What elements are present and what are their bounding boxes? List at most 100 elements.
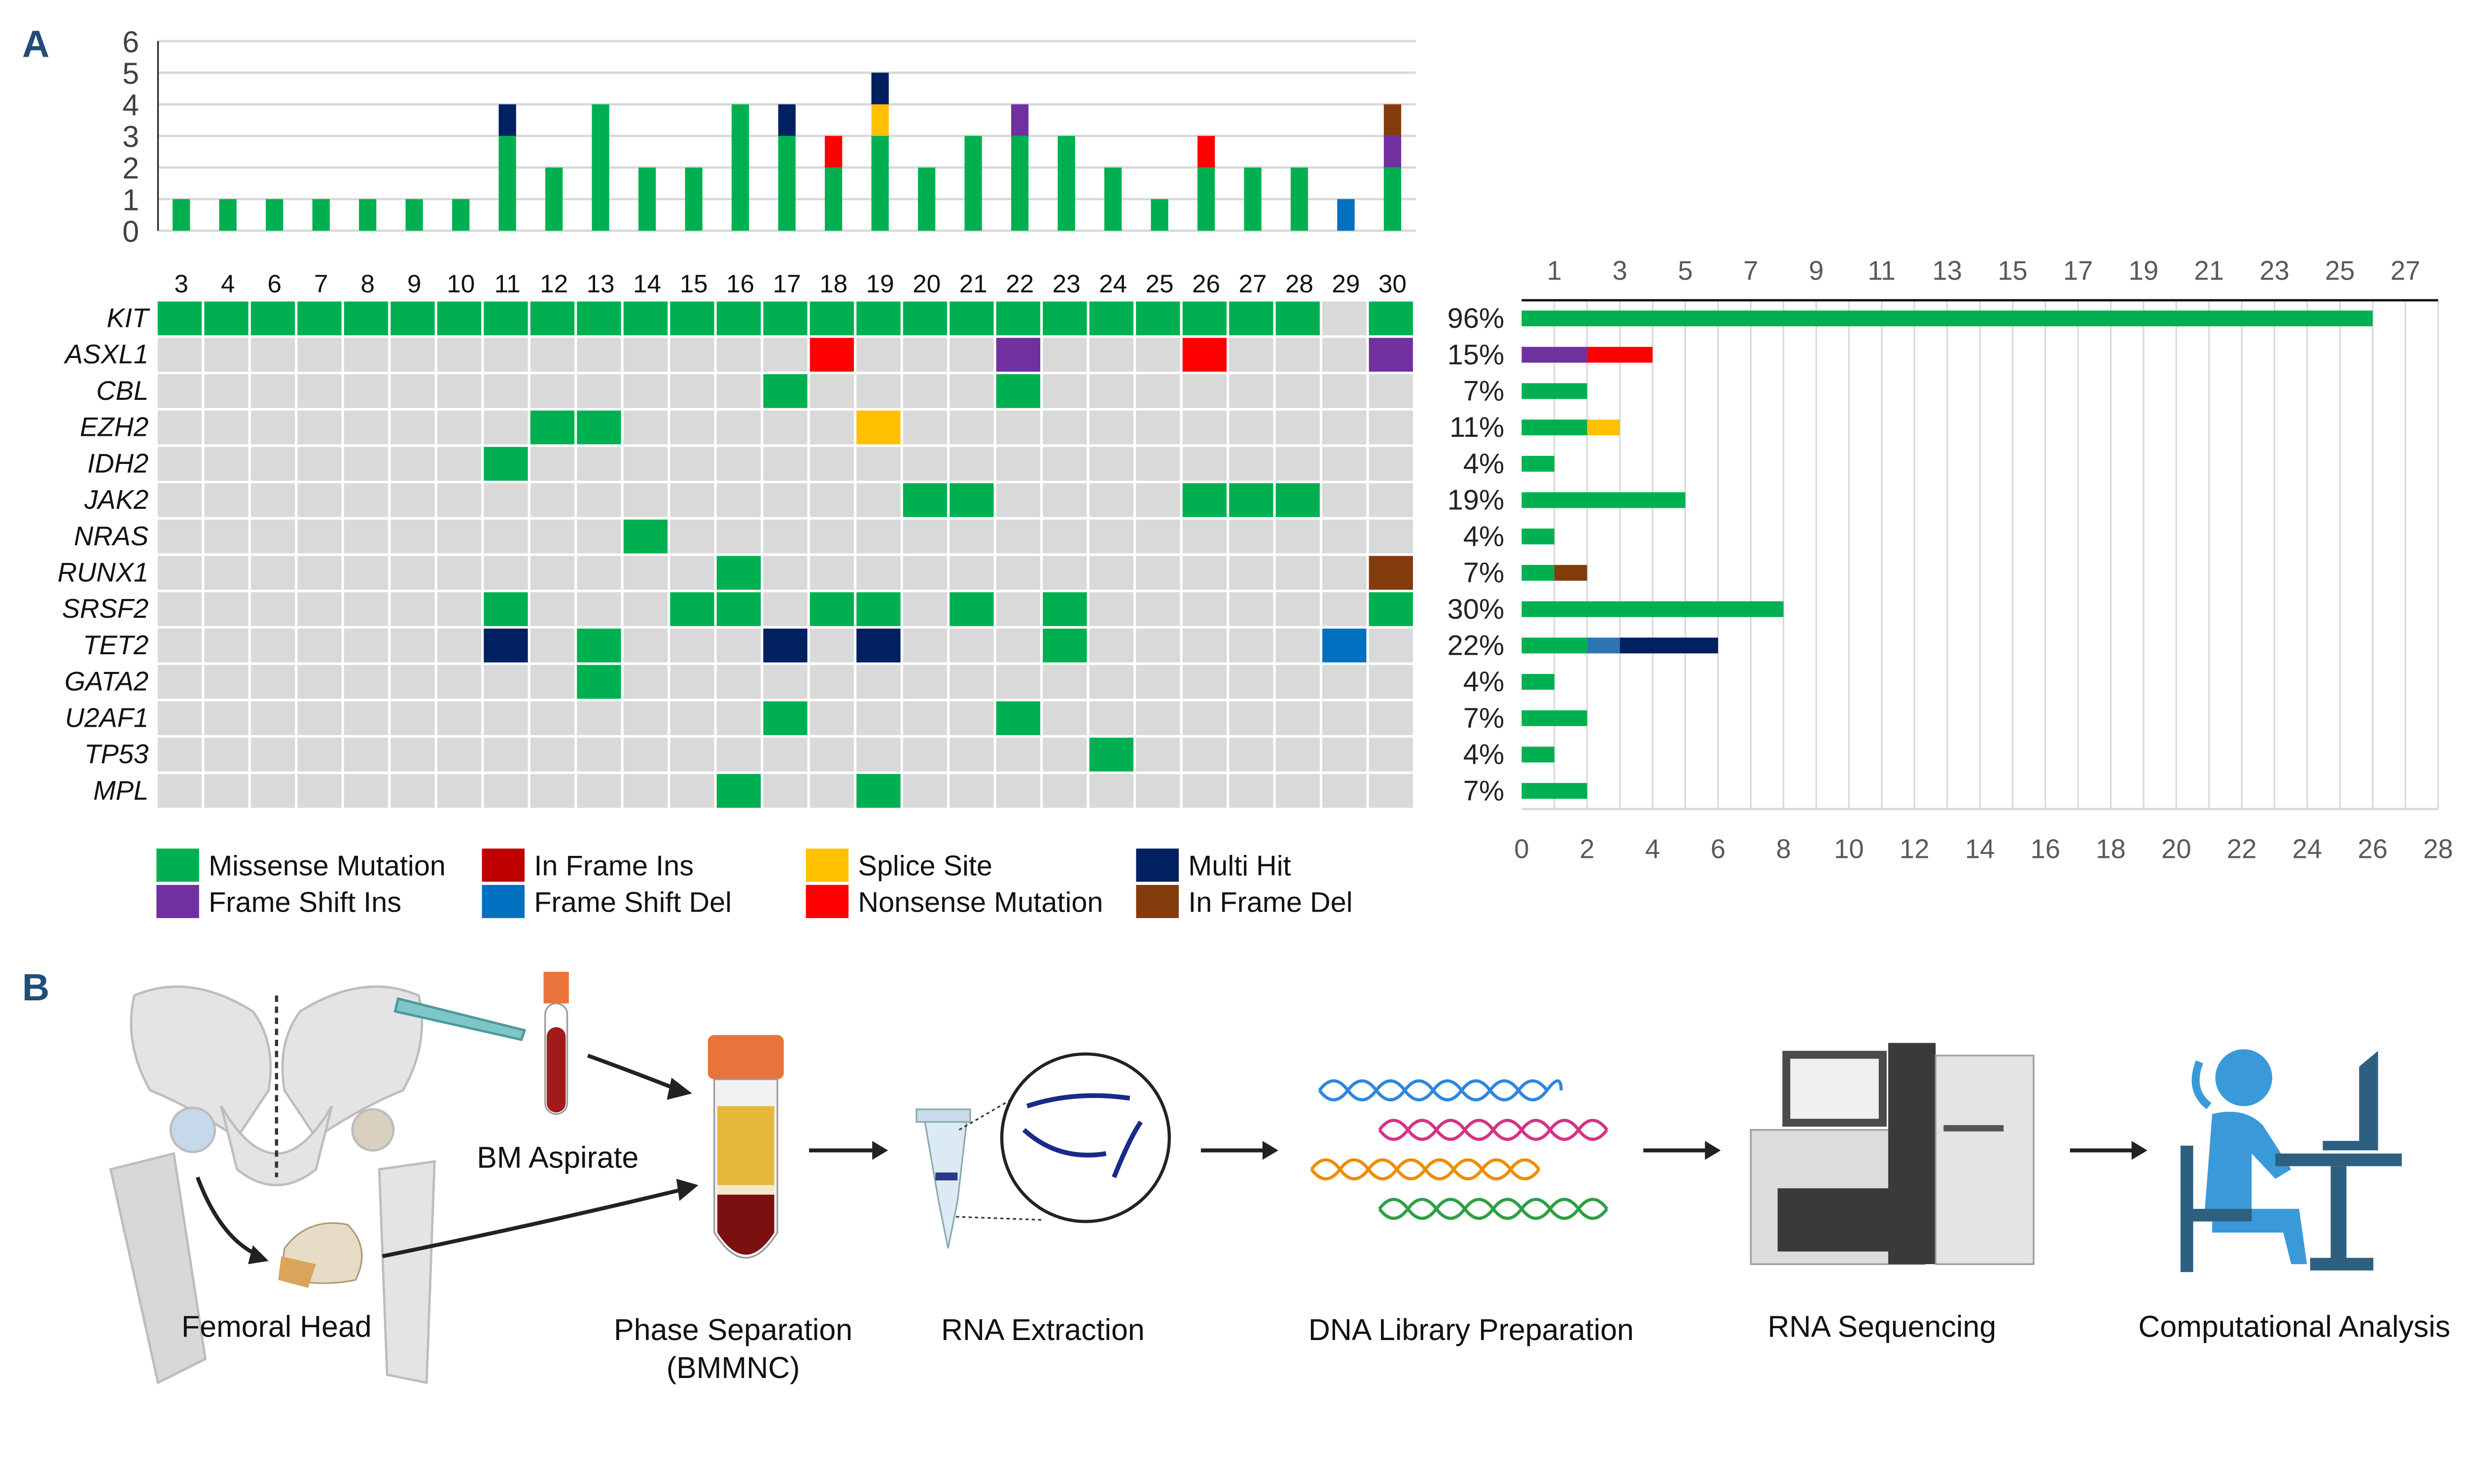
panel-label-a: A <box>22 23 50 65</box>
cell-ezh2-4 <box>204 410 248 445</box>
arrowhead-icon <box>1262 1141 1278 1160</box>
cell-gata2-15 <box>670 665 714 699</box>
percent-label-srsf2: 30% <box>1447 594 1504 625</box>
cell-asxl1-13 <box>577 338 621 372</box>
cell-jak2-24 <box>1089 483 1134 517</box>
patient-label: 7 <box>314 270 328 298</box>
bar-segment-patient-6-M <box>266 199 283 231</box>
cell-u2af1-18 <box>810 701 854 736</box>
gene-label-asxl1: ASXL1 <box>64 339 149 369</box>
cell-runx1-24 <box>1089 556 1134 590</box>
patient-label: 6 <box>267 270 282 298</box>
bmmnc-label: (BMMNC) <box>667 1351 800 1384</box>
cell-idh2-16 <box>716 447 761 481</box>
cell-tet2-17 <box>763 628 808 663</box>
cell-tp53-3 <box>157 738 202 772</box>
arrowhead-icon <box>2131 1141 2148 1160</box>
cell-kit-18 <box>810 301 854 336</box>
bar-segment-gata2-M <box>1521 673 1554 690</box>
patient-label: 9 <box>407 270 422 298</box>
percent-label-idh2: 4% <box>1463 448 1504 480</box>
cell-idh2-4 <box>204 447 248 481</box>
bottom-tick-label: 4 <box>1645 834 1660 864</box>
cell-tp53-21 <box>950 738 994 772</box>
cell-kit-10 <box>437 301 482 336</box>
cell-tp53-4 <box>204 738 248 772</box>
gene-label-runx1: RUNX1 <box>58 557 149 587</box>
cell-srsf2-14 <box>623 592 668 626</box>
cell-idh2-17 <box>763 447 808 481</box>
bottom-tick-label: 8 <box>1776 834 1791 864</box>
cell-gata2-3 <box>157 665 202 699</box>
percent-label-kit: 96% <box>1447 303 1504 334</box>
cell-tet2-14 <box>623 628 668 663</box>
cell-srsf2-30 <box>1369 592 1413 626</box>
patient-label: 29 <box>1332 270 1360 298</box>
top-tick-label: 3 <box>1613 255 1627 285</box>
cell-mpl-21 <box>950 774 994 808</box>
cell-runx1-23 <box>1043 556 1087 590</box>
cell-gata2-9 <box>390 665 435 699</box>
cell-runx1-11 <box>484 556 528 590</box>
cell-idh2-21 <box>950 447 994 481</box>
cell-nras-26 <box>1182 519 1227 554</box>
cell-kit-19 <box>856 301 901 336</box>
percent-label-u2af1: 7% <box>1463 703 1504 734</box>
cell-ezh2-22 <box>996 410 1041 445</box>
cell-mpl-20 <box>903 774 948 808</box>
cell-u2af1-23 <box>1043 701 1087 736</box>
cell-srsf2-8 <box>344 592 388 626</box>
cell-cbl-8 <box>344 374 388 408</box>
cell-gata2-30 <box>1369 665 1413 699</box>
cell-cbl-12 <box>530 374 575 408</box>
gene-label-nras: NRAS <box>74 521 148 551</box>
legend-label: Multi Hit <box>1188 850 1291 882</box>
patient-label: 19 <box>866 270 894 298</box>
cell-gata2-21 <box>950 665 994 699</box>
y-tick-label: 2 <box>122 151 139 185</box>
cell-srsf2-23 <box>1043 592 1087 626</box>
bar-segment-patient-24-M <box>1104 167 1122 231</box>
cell-gata2-14 <box>623 665 668 699</box>
cell-tp53-12 <box>530 738 575 772</box>
cell-mpl-27 <box>1229 774 1273 808</box>
legend-swatch-N <box>806 884 849 919</box>
cell-asxl1-21 <box>950 338 994 372</box>
cell-cbl-10 <box>437 374 482 408</box>
cell-jak2-25 <box>1136 483 1180 517</box>
y-tick-label: 6 <box>122 25 139 59</box>
cell-cbl-16 <box>716 374 761 408</box>
cell-nras-10 <box>437 519 482 554</box>
cell-jak2-14 <box>623 483 668 517</box>
cell-kit-20 <box>903 301 948 336</box>
cell-cbl-22 <box>996 374 1041 408</box>
cell-srsf2-7 <box>297 592 342 626</box>
cell-nras-17 <box>763 519 808 554</box>
cell-gata2-4 <box>204 665 248 699</box>
cell-mpl-22 <box>996 774 1041 808</box>
legend: Missense Mutation In Frame Ins Splice Site… <box>156 848 1353 919</box>
cell-mpl-3 <box>157 774 202 808</box>
cell-ezh2-25 <box>1136 410 1180 445</box>
top-tick-label: 9 <box>1809 255 1824 285</box>
arrow-icon <box>382 1186 688 1258</box>
bottom-tick-label: 14 <box>1965 834 1995 864</box>
cell-idh2-9 <box>390 447 435 481</box>
bottom-tick-label: 6 <box>1711 834 1726 864</box>
computational-analysis-label: Computational Analysis <box>2138 1310 2450 1343</box>
cell-gata2-29 <box>1322 665 1367 699</box>
cell-u2af1-27 <box>1229 701 1273 736</box>
cell-ezh2-11 <box>484 410 528 445</box>
cell-u2af1-19 <box>856 701 901 736</box>
bar-segment-ezh2-M <box>1521 419 1587 436</box>
cell-ezh2-6 <box>250 410 295 445</box>
arrowhead-icon <box>248 1245 269 1265</box>
cell-jak2-27 <box>1229 483 1273 517</box>
cell-mpl-14 <box>623 774 668 808</box>
percent-label-runx1: 7% <box>1463 557 1504 589</box>
cell-u2af1-29 <box>1322 701 1367 736</box>
cell-gata2-23 <box>1043 665 1087 699</box>
bar-segment-asxl1-N <box>1587 347 1653 363</box>
bottom-tick-label: 26 <box>2358 834 2388 864</box>
gene-label-ezh2: EZH2 <box>80 412 148 442</box>
